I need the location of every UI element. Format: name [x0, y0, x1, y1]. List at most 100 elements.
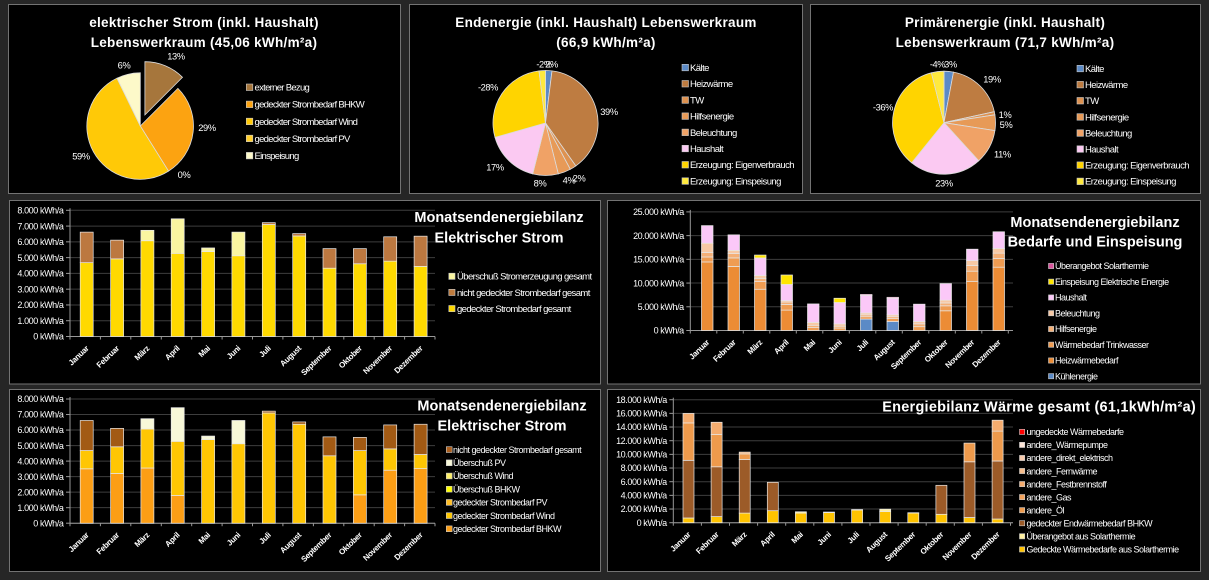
svg-text:18.000 kWh/a: 18.000 kWh/a [616, 395, 667, 405]
svg-text:Gedeckte Wärmebedarfe aus Sola: Gedeckte Wärmebedarfe aus Solarthermie [1027, 545, 1180, 555]
svg-text:16.000 kWh/a: 16.000 kWh/a [616, 409, 667, 419]
svg-text:Beleuchtung: Beleuchtung [1055, 309, 1100, 319]
svg-text:10.000 kWh/a: 10.000 kWh/a [616, 450, 667, 460]
svg-text:4.000 kWh/a: 4.000 kWh/a [621, 491, 668, 501]
svg-text:andere_Fernwärme: andere_Fernwärme [1027, 466, 1098, 476]
svg-text:4.000 kWh/a: 4.000 kWh/a [17, 269, 64, 279]
svg-text:andere_Öl: andere_Öl [1027, 505, 1065, 515]
svg-text:1%: 1% [999, 110, 1012, 120]
svg-text:5.000 kWh/a: 5.000 kWh/a [638, 302, 685, 312]
svg-text:Heizwärme: Heizwärme [1085, 80, 1128, 91]
svg-text:Monatsendenergiebilanz: Monatsendenergiebilanz [417, 399, 586, 415]
svg-text:0 kWh/a: 0 kWh/a [637, 518, 668, 528]
svg-text:Überschuß PV: Überschuß PV [453, 458, 506, 468]
svg-text:5.000 kWh/a: 5.000 kWh/a [17, 253, 64, 263]
svg-text:2.000 kWh/a: 2.000 kWh/a [17, 300, 64, 310]
svg-text:6.000 kWh/a: 6.000 kWh/a [17, 237, 64, 247]
svg-text:Kühlenergie: Kühlenergie [1055, 372, 1098, 382]
svg-text:nicht gedeckter Strombedarf ge: nicht gedeckter Strombedarf gesamt [453, 445, 582, 455]
svg-text:25.000 kWh/a: 25.000 kWh/a [633, 207, 684, 217]
svg-text:0 kWh/a: 0 kWh/a [654, 326, 685, 336]
svg-text:7.000 kWh/a: 7.000 kWh/a [17, 410, 64, 420]
svg-text:-28%: -28% [478, 83, 498, 93]
svg-text:Lebenswerkraum (71,7 kWh/m²a): Lebenswerkraum (71,7 kWh/m²a) [896, 35, 1115, 50]
svg-text:gedeckter Strombedarf BHKW: gedeckter Strombedarf BHKW [453, 524, 562, 534]
svg-text:gedeckter Strombedarf BHKW: gedeckter Strombedarf BHKW [255, 100, 365, 111]
svg-text:5%: 5% [1000, 120, 1013, 130]
svg-text:externer Bezug: externer Bezug [255, 83, 310, 94]
svg-text:Endenergie (inkl. Haushalt) Le: Endenergie (inkl. Haushalt) Lebenswerkra… [455, 15, 756, 30]
svg-text:gedeckter Endwärmebedarf BHKW: gedeckter Endwärmebedarf BHKW [1027, 519, 1154, 529]
svg-text:Beleuchtung: Beleuchtung [690, 128, 737, 139]
svg-text:6.000 kWh/a: 6.000 kWh/a [17, 425, 64, 435]
svg-text:15.000 kWh/a: 15.000 kWh/a [633, 255, 684, 265]
svg-text:6.000 kWh/a: 6.000 kWh/a [621, 477, 668, 487]
svg-text:2.000 kWh/a: 2.000 kWh/a [17, 487, 64, 497]
svg-text:0 kWh/a: 0 kWh/a [33, 518, 64, 528]
svg-text:39%: 39% [600, 107, 618, 117]
svg-text:2.000 kWh/a: 2.000 kWh/a [621, 504, 668, 514]
svg-text:Erzeugung: Eigenverbrauch: Erzeugung: Eigenverbrauch [1085, 161, 1189, 172]
svg-text:gedeckter Strombedarf PV: gedeckter Strombedarf PV [255, 134, 352, 145]
svg-text:Überschuß Wind: Überschuß Wind [453, 471, 514, 481]
svg-text:Hilfsenergie: Hilfsenergie [690, 112, 734, 123]
svg-text:Kälte: Kälte [1085, 64, 1104, 75]
svg-text:20.000 kWh/a: 20.000 kWh/a [633, 231, 684, 241]
svg-text:59%: 59% [72, 152, 90, 162]
svg-text:andere_Wärmepumpe: andere_Wärmepumpe [1027, 440, 1109, 450]
svg-text:Haushalt: Haushalt [1055, 293, 1088, 303]
svg-text:8%: 8% [534, 179, 547, 189]
svg-text:Erzeugung: Einspeisung: Erzeugung: Einspeisung [690, 176, 781, 187]
svg-text:Beleuchtung: Beleuchtung [1085, 128, 1132, 139]
svg-text:Lebenswerkraum (45,06 kWh/m²a): Lebenswerkraum (45,06 kWh/m²a) [91, 35, 318, 50]
svg-text:0%: 0% [178, 170, 191, 180]
svg-text:1.000 kWh/a: 1.000 kWh/a [17, 316, 64, 326]
svg-text:ungedeckte Wärmebedarfe: ungedeckte Wärmebedarfe [1027, 427, 1125, 437]
svg-text:gedeckter Strombedarf gesamt: gedeckter Strombedarf gesamt [457, 304, 572, 315]
svg-text:1.000 kWh/a: 1.000 kWh/a [17, 503, 64, 513]
svg-text:2%: 2% [545, 60, 558, 70]
svg-text:Hilfsenergie: Hilfsenergie [1085, 112, 1129, 123]
svg-text:7.000 kWh/a: 7.000 kWh/a [17, 221, 64, 231]
svg-text:5.000 kWh/a: 5.000 kWh/a [17, 441, 64, 451]
svg-text:Überangebot aus Solarthermie: Überangebot aus Solarthermie [1027, 532, 1136, 542]
svg-text:8.000 kWh/a: 8.000 kWh/a [17, 206, 64, 216]
svg-text:Haushalt: Haushalt [690, 144, 724, 155]
svg-text:2%: 2% [573, 174, 586, 184]
svg-text:Einspeisung Elektrische Energi: Einspeisung Elektrische Energie [1055, 277, 1169, 287]
svg-text:andere_Gas: andere_Gas [1027, 492, 1073, 502]
svg-text:Heizwärmebedarf: Heizwärmebedarf [1055, 356, 1119, 366]
svg-text:TW: TW [1085, 96, 1099, 107]
svg-text:Heizwärme: Heizwärme [690, 79, 733, 90]
svg-text:-4%: -4% [930, 60, 945, 70]
svg-text:3.000 kWh/a: 3.000 kWh/a [17, 284, 64, 294]
svg-text:-2%: -2% [536, 60, 551, 70]
svg-text:19%: 19% [983, 75, 1001, 85]
svg-text:Monatsendenergiebilanz: Monatsendenergiebilanz [414, 210, 583, 226]
svg-text:-36%: -36% [873, 103, 893, 113]
svg-text:Energiebilanz Wärme gesamt (61: Energiebilanz Wärme gesamt (61,1kWh/m²a) [882, 400, 1196, 416]
svg-text:Erzeugung: Einspeisung: Erzeugung: Einspeisung [1085, 177, 1176, 188]
svg-text:gedeckter Strombedarf PV: gedeckter Strombedarf PV [453, 498, 548, 508]
svg-text:nicht gedeckter Strombedarf ge: nicht gedeckter Strombedarf gesamt [457, 288, 591, 299]
svg-text:TW: TW [690, 95, 704, 106]
svg-text:11%: 11% [994, 150, 1011, 160]
svg-text:Elektrischer Strom: Elektrischer Strom [438, 419, 567, 435]
svg-text:Bedarfe und Einspeisung: Bedarfe und Einspeisung [1008, 235, 1183, 251]
svg-text:Erzeugung: Eigenverbrauch: Erzeugung: Eigenverbrauch [690, 160, 794, 171]
svg-text:14.000 kWh/a: 14.000 kWh/a [616, 422, 667, 432]
svg-text:elektrischer Strom (inkl. Haus: elektrischer Strom (inkl. Haushalt) [89, 15, 319, 30]
svg-text:Überschuß BHKW: Überschuß BHKW [453, 484, 521, 494]
svg-text:Überangebot Solarthermie: Überangebot Solarthermie [1055, 261, 1149, 271]
svg-text:Kälte: Kälte [690, 63, 709, 74]
svg-text:Haushalt: Haushalt [1085, 145, 1119, 156]
svg-text:17%: 17% [486, 163, 504, 173]
svg-text:Elektrischer Strom: Elektrischer Strom [435, 231, 564, 247]
svg-text:andere_direkt_elektrisch: andere_direkt_elektrisch [1027, 453, 1114, 463]
svg-text:0 kWh/a: 0 kWh/a [33, 332, 64, 342]
svg-text:13%: 13% [167, 52, 185, 62]
svg-text:8.000 kWh/a: 8.000 kWh/a [17, 394, 64, 404]
svg-text:andere_Festbrennstoff: andere_Festbrennstoff [1027, 479, 1108, 489]
svg-text:4%: 4% [563, 176, 576, 186]
svg-text:(66,9 kWh/m²a): (66,9 kWh/m²a) [556, 35, 655, 50]
